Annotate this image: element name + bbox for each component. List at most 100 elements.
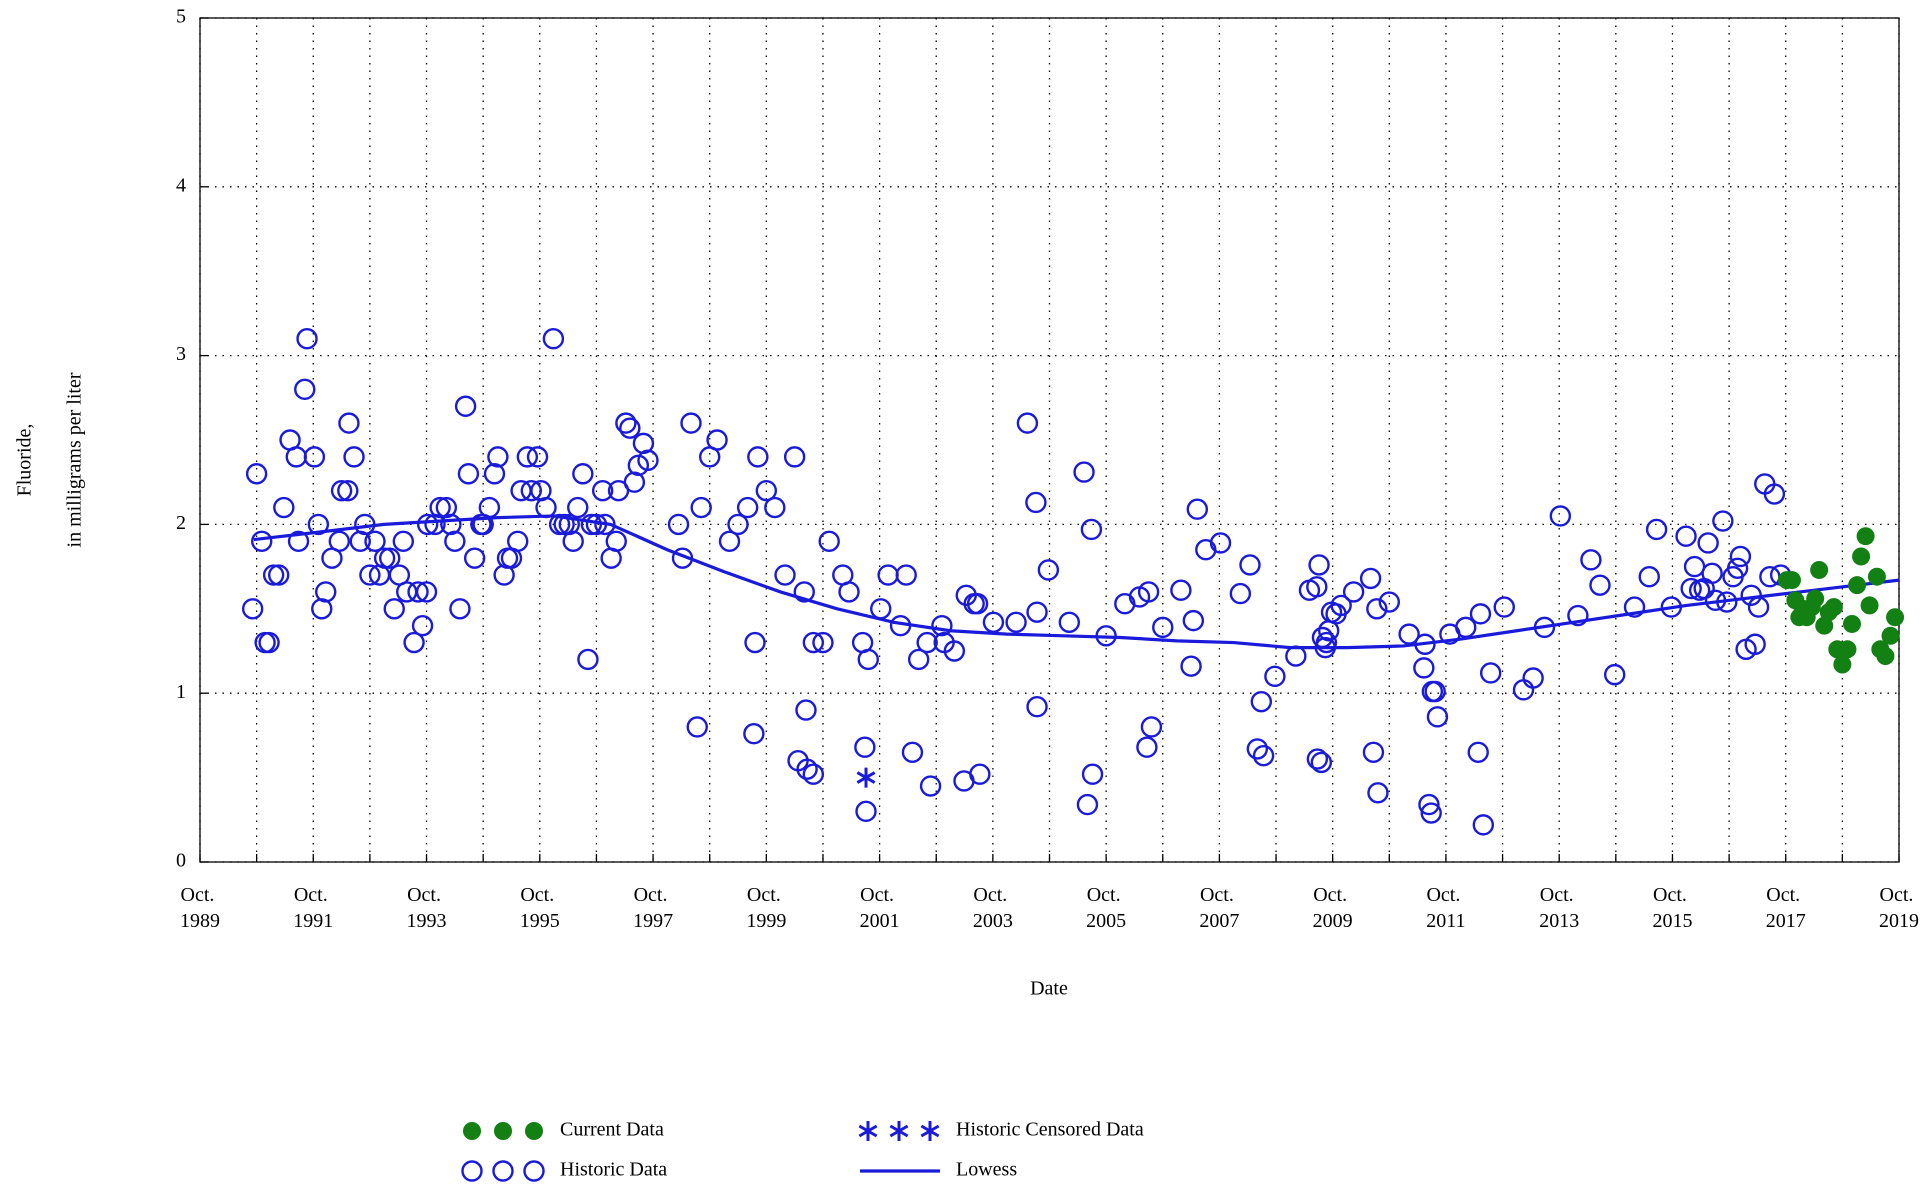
data-point	[337, 479, 359, 502]
data-point	[943, 640, 966, 662]
data-point	[718, 530, 741, 552]
legend-marker	[463, 1122, 481, 1140]
data-point	[273, 496, 295, 519]
y-tick-label: 4	[176, 174, 186, 196]
data-point	[1806, 589, 1825, 608]
data-point	[795, 699, 817, 721]
y-axis-label: in milligrams per liter	[64, 372, 86, 547]
data-point	[403, 631, 425, 654]
data-point	[1308, 554, 1330, 576]
x-tick-label: Oct. 2015	[1652, 884, 1692, 932]
data-point	[877, 564, 899, 586]
data-point	[457, 463, 480, 485]
data-point	[1306, 576, 1328, 598]
data-point	[1522, 667, 1544, 689]
lowess-line	[253, 514, 1900, 650]
data-point	[966, 593, 989, 615]
data-point	[429, 496, 451, 519]
data-point	[1697, 532, 1719, 554]
data-point	[1310, 751, 1333, 774]
data-point	[736, 496, 759, 519]
data-point	[1246, 738, 1269, 760]
data-point	[1824, 598, 1843, 617]
data-point	[901, 741, 924, 763]
data-point	[1712, 510, 1734, 532]
data-point	[1037, 559, 1060, 581]
data-point	[520, 479, 543, 502]
data-point	[1359, 567, 1382, 590]
x-tick-label: Oct. 2009	[1313, 884, 1353, 932]
data-point	[463, 547, 486, 569]
data-point	[1589, 574, 1611, 596]
data-point	[1567, 604, 1589, 627]
data-point	[1680, 577, 1702, 600]
data-point	[296, 328, 318, 350]
data-point	[315, 581, 337, 603]
data-point	[907, 648, 930, 671]
data-point	[1005, 611, 1027, 634]
data-point	[1182, 609, 1205, 632]
data-point	[359, 564, 381, 586]
data-point	[1472, 814, 1495, 836]
data-point	[1580, 549, 1602, 571]
x-tick-label: Oct. 1995	[520, 884, 560, 932]
data-point	[1726, 557, 1749, 579]
x-tick-label: Oct. 1997	[633, 884, 673, 932]
x-tick-label: Oct. 2003	[973, 884, 1013, 932]
data-point	[1418, 793, 1440, 816]
data-point	[478, 496, 501, 519]
data-point	[895, 564, 917, 586]
data-point	[802, 763, 825, 785]
data-point	[1860, 596, 1879, 615]
y-tick-label: 1	[176, 681, 186, 703]
data-point	[1285, 645, 1307, 667]
data-point	[562, 530, 584, 552]
data-point	[1467, 741, 1489, 763]
data-point	[483, 463, 506, 485]
data-point	[1782, 571, 1801, 590]
data-point	[1848, 576, 1867, 595]
data-point	[854, 736, 876, 758]
legend-marker	[889, 1121, 909, 1141]
y-tick-label: 5	[176, 6, 186, 28]
data-point	[686, 716, 708, 738]
data-point	[262, 564, 285, 586]
data-point	[838, 581, 860, 603]
data-point	[605, 530, 627, 552]
data-point	[268, 564, 290, 586]
data-point	[982, 611, 1005, 634]
data-point	[1623, 596, 1646, 618]
data-point	[1342, 581, 1365, 603]
data-point	[1675, 525, 1697, 547]
data-point	[444, 530, 466, 552]
data-point	[1073, 461, 1095, 483]
legend-label: Current Data	[560, 1119, 664, 1141]
x-tick-label: Oct. 2005	[1086, 884, 1126, 932]
data-point	[916, 631, 938, 654]
legend-label: Historic Censored Data	[956, 1119, 1144, 1141]
data-point	[1367, 782, 1389, 804]
data-point	[1424, 680, 1446, 703]
data-point	[1763, 483, 1786, 505]
data-point	[1744, 633, 1766, 655]
y-tick-label: 0	[176, 850, 186, 872]
data-point	[818, 530, 840, 552]
data-point	[802, 631, 825, 654]
data-point	[855, 800, 877, 823]
data-point	[774, 564, 796, 586]
data-point	[744, 631, 766, 654]
data-point	[487, 446, 509, 468]
data-point	[330, 479, 353, 502]
data-point	[1413, 657, 1435, 679]
data-point	[1638, 566, 1660, 588]
data-point	[285, 446, 307, 468]
data-point	[303, 446, 326, 468]
data-point	[1180, 655, 1202, 677]
x-tick-label: Oct. 1991	[293, 884, 333, 932]
legend-marker	[492, 1160, 514, 1182]
data-point	[454, 395, 477, 417]
data-point	[1239, 554, 1261, 576]
data-point	[1426, 706, 1449, 728]
data-point	[338, 412, 360, 434]
